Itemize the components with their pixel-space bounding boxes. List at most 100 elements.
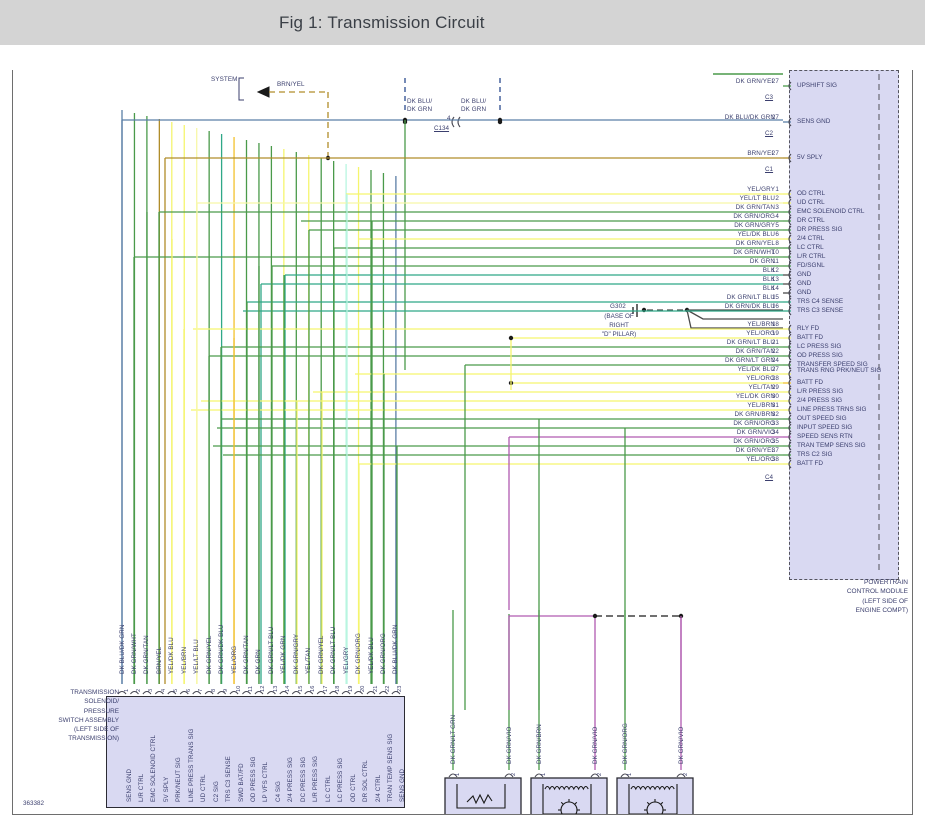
pcm-pin-number-12: 12 xyxy=(771,267,779,274)
pcm-pin-number-19: 19 xyxy=(771,330,779,337)
tsa-pin-number-18: 18 xyxy=(335,685,342,692)
pcm-wire-label-22: DK GRN/TAN xyxy=(735,348,775,355)
diagram-canvas: POWERTRAIN CONTROL MODULE (LEFT SIDE OF ENG… xyxy=(13,70,912,814)
tsa-pin-bracket-9 xyxy=(217,690,227,695)
tsa-function-label-4: 5V SPLY xyxy=(162,776,170,802)
sensor-pin-number-0-2: 2 xyxy=(511,772,517,776)
pcm-function-label-2: UD CTRL xyxy=(797,199,825,206)
speed-rtn-dot-1 xyxy=(592,613,598,619)
pcm-pin-number-31: 31 xyxy=(771,402,779,409)
ground-id-label: G302 xyxy=(610,303,626,310)
pcm-pin-bracket-15 xyxy=(788,297,792,307)
c134-pin-number: 4 xyxy=(447,115,451,122)
tsa-function-label-10: SWD BAT/FD xyxy=(237,763,245,802)
pcm-wire-label-8: DK GRN/YEL xyxy=(735,240,775,247)
tsa-pin-bracket-22 xyxy=(379,690,388,695)
sensor-pin-bracket-0-1 xyxy=(448,773,458,778)
sensor-pin-bracket-1-1 xyxy=(534,773,544,778)
pcm-pin-bracket-32 xyxy=(788,414,792,424)
pcm-function-label-16: TRS C3 SENSE xyxy=(797,307,844,314)
tsa-function-label-17: LC CTRL xyxy=(324,775,332,803)
tsa-wire-label-8: DK GRN/YEL xyxy=(205,635,213,674)
pcm-function-label-11: FD/SGNL xyxy=(797,262,825,269)
pcm-pin-number-14: 14 xyxy=(771,285,779,292)
tsa-pin-bracket-2 xyxy=(130,690,139,695)
pcm-pin-number-38: 38 xyxy=(771,456,779,463)
pcm-pin-number-27: 27 xyxy=(771,150,779,157)
pcm-connector-c4: C4 xyxy=(765,474,774,481)
pcm-pin-number-28: 28 xyxy=(771,375,779,382)
tsa-pin-bracket-13 xyxy=(266,690,276,695)
pcm-pin-bracket-28 xyxy=(788,378,792,388)
tsa-function-label-11: OD PRESS SIG xyxy=(250,756,257,802)
pcm-function-label-12: GND xyxy=(797,271,812,278)
tsa-pin-number-3: 3 xyxy=(148,688,155,692)
tsa-pin-number-19: 19 xyxy=(347,685,354,692)
tsa-function-label-1: SENS GND xyxy=(125,768,133,802)
pcm-function-label-21: LC PRESS SIG xyxy=(797,343,842,350)
pcm-pin-bracket-33 xyxy=(788,423,792,433)
tsa-wire-label-11: DK GRN/TAN xyxy=(243,635,250,674)
pcm-pin-number-13: 13 xyxy=(771,276,779,283)
tsa-pin-bracket-18 xyxy=(329,690,339,695)
sensor-pin-number-2-1: 1 xyxy=(627,772,633,776)
pcm-pin-bracket-10 xyxy=(788,252,792,262)
tsa-pin-bracket-20 xyxy=(354,690,363,695)
tsa-wire-label-23: DK BLU/DK GRN xyxy=(392,624,400,674)
tsa-pin-number-14: 14 xyxy=(285,685,292,692)
pcm-wire-label-27: BRN/YEL xyxy=(747,150,775,157)
pcm-pin-number-30: 30 xyxy=(771,393,779,400)
tsa-function-label-22: TRAN TEMP SENS SIG xyxy=(386,733,394,802)
pcm-pin-number-5: 5 xyxy=(775,222,779,229)
rotor-tooth xyxy=(660,801,664,805)
pcm-function-label-10: L/R CTRL xyxy=(797,253,826,260)
tsa-pin-number-4: 4 xyxy=(160,688,167,692)
pcm-connector-c3: C3 xyxy=(765,94,774,101)
tsa-pin-bracket-1 xyxy=(117,690,127,695)
speed-sens-rtn-left xyxy=(508,615,595,710)
tsa-function-label-20: DR SOL CTRL xyxy=(362,760,370,802)
pcm-pin-number-3: 3 xyxy=(775,204,779,211)
pcm-pin-number-21: 21 xyxy=(771,339,779,346)
pcm-pin-number-35: 35 xyxy=(771,438,779,445)
c134-right-wire-1: DK BLU/ xyxy=(461,98,487,105)
pcm-wire-label-14: BLK xyxy=(762,285,775,292)
pcm-wire-label-19: YEL/ORG xyxy=(746,330,775,337)
tsa-wire-label-3: DK GRN/TAN xyxy=(143,635,151,674)
pcm-function-label-5: DR PRESS SIG xyxy=(797,226,843,233)
tsa-pin-bracket-8 xyxy=(204,690,214,695)
pcm-wire-label-30: YEL/DK GRN xyxy=(735,393,775,400)
pcm-pin-bracket-11 xyxy=(788,261,792,271)
pcm-wire-label-24: DK GRN/LT GRN xyxy=(724,357,775,364)
pcm-pin-bracket-30 xyxy=(788,396,792,406)
pcm-pin-number-11: 11 xyxy=(772,258,779,265)
pcm-pin-number-15: 15 xyxy=(771,294,779,301)
sensor-loop-1 xyxy=(542,784,592,814)
pcm-function-label-27: TRANS RNG PRK/NEUT SIG xyxy=(797,367,882,374)
tsa-wire-label-10: YEL/ORG xyxy=(230,645,238,674)
pcm-wire-label-33: DK GRN/ORG xyxy=(733,420,775,427)
sensor-pin-bracket-2-1 xyxy=(620,773,630,778)
pcm-pin-bracket-27 xyxy=(788,369,792,379)
tsa-pin-number-20: 20 xyxy=(360,685,367,692)
pcm-pin-bracket-18 xyxy=(788,324,792,334)
pcm-function-label-27: UPSHIFT SIG xyxy=(797,82,838,89)
tsa-wire-label-2: DK GRN/WHT xyxy=(130,633,138,674)
pcm-wire-label-18: YEL/BRN xyxy=(747,321,775,328)
pcm-wire-label-2: YEL/LT BLU xyxy=(739,195,775,202)
pcm-function-label-27: 5V SPLY xyxy=(797,154,823,161)
pcm-function-label-22: OD PRESS SIG xyxy=(797,352,843,359)
tsa-wire-label-14: YEL/DK GRN xyxy=(280,635,288,674)
pcm-wire-label-6: YEL/DK BLU xyxy=(737,231,775,238)
tsa-function-label-9: TRS C3 SENSE xyxy=(225,756,233,802)
tsa-function-label-14: 2/4 PRESS SIG xyxy=(287,757,295,802)
pcm-wire-label-15: DK GRN/LT BLU xyxy=(726,294,775,301)
tsa-function-label-18: LC PRESS SIG xyxy=(337,757,345,802)
pcm-wire-label-10: DK GRN/WHT xyxy=(733,249,775,256)
pcm-connector-c2: C2 xyxy=(765,130,774,137)
tsa-pin-number-13: 13 xyxy=(272,685,279,692)
sensor-loop-0 xyxy=(456,784,506,809)
pcm-wire-label-1: YEL/GRY xyxy=(747,186,775,193)
pcm-function-label-19: BATT FD xyxy=(797,334,824,341)
tsa-wire-label-20: DK GRN/ORG xyxy=(355,633,363,674)
